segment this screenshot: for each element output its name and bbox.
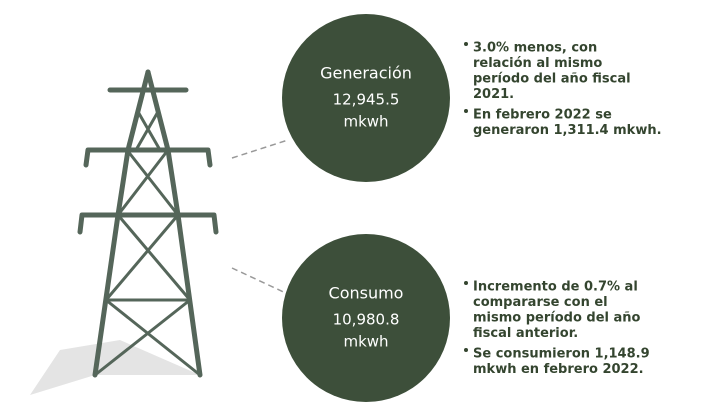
connector	[231, 139, 289, 159]
circle-unit: mkwh	[343, 113, 388, 131]
bullet-dot	[464, 348, 468, 352]
circle-label: Consumo	[329, 284, 404, 303]
circle-value: 10,980.8	[333, 311, 400, 329]
bullet-text: Se consumieron 1,148.9	[473, 347, 650, 362]
bullet-text: Incremento de 0.7% al	[473, 280, 638, 295]
bullet-text: En febrero 2022 se	[473, 108, 612, 123]
bullet-text: mkwh en febrero 2022.	[473, 362, 644, 377]
bullet-text: 3.0% menos, con	[473, 41, 597, 56]
bullet-text: mismo período del año	[473, 311, 641, 326]
circle	[282, 234, 450, 402]
bullet-text: 2021.	[473, 87, 514, 102]
bullet-text: relación al mismo	[473, 56, 602, 71]
bullet-text: generaron 1,311.4 mkwh.	[473, 123, 662, 138]
circle-label: Generación	[320, 64, 412, 83]
bullet-text: fiscal anterior.	[473, 326, 578, 341]
circle-unit: mkwh	[343, 333, 388, 351]
bullet-text: compararse con el	[473, 295, 608, 310]
content: Generación 12,945.5 mkwh 3.0% menos, conrel…	[282, 14, 662, 402]
bullet-dot	[464, 42, 468, 46]
bullet-dot	[464, 281, 468, 285]
circle	[282, 14, 450, 182]
tower-icon	[77, 69, 219, 378]
bullet-text: período del año fiscal	[473, 72, 631, 87]
connector	[231, 267, 291, 296]
bullet-dot	[464, 109, 468, 113]
circle-value: 12,945.5	[333, 91, 400, 109]
tower-shadow	[30, 340, 200, 395]
